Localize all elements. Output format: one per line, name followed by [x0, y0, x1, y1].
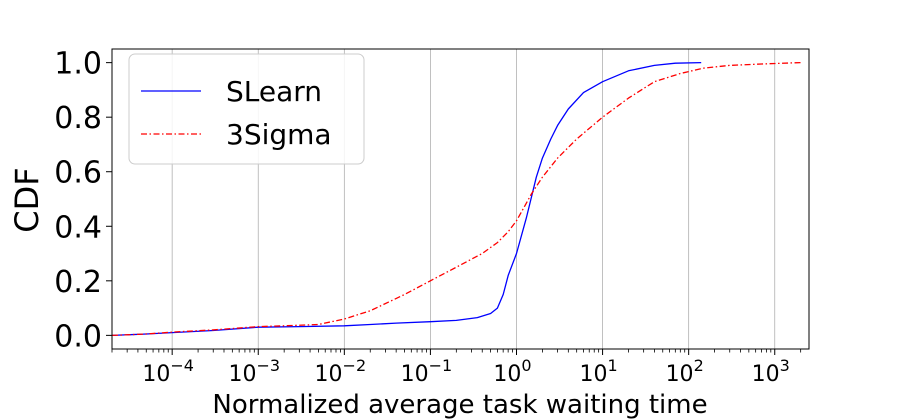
legend-label-slearn: SLearn	[226, 75, 322, 108]
y-tick-label: 0.8	[54, 101, 102, 136]
y-tick-label: 0.4	[54, 210, 102, 245]
y-tick-label: 1.0	[54, 47, 102, 82]
plot-frame	[111, 48, 810, 350]
x-axis-ticks: 10−4 10−3 10−2 10−1 100 101 102 103	[111, 349, 802, 387]
y-tick-label: 0.0	[54, 319, 102, 354]
y-axis-label: CDF	[8, 167, 46, 232]
x-tick-label: 100	[493, 356, 531, 387]
y-tick-label: 0.6	[54, 156, 102, 191]
x-tick-label: 10−1	[401, 356, 453, 387]
x-tick-label: 10−4	[142, 356, 194, 387]
x-tick-label: 10−2	[315, 356, 367, 387]
series-layer	[111, 61, 801, 337]
x-tick-label: 10−3	[228, 356, 280, 387]
y-tick-label: 0.2	[54, 265, 102, 300]
x-axis-label: Normalized average task waiting time	[212, 390, 707, 420]
y-axis-ticks: 0.0 0.2 0.4 0.6 0.8 1.0	[54, 47, 112, 354]
series-line-slearn	[111, 61, 702, 337]
x-tick-label: 102	[666, 356, 704, 387]
legend: SLearn 3Sigma	[128, 53, 365, 165]
legend-label-3sigma: 3Sigma	[226, 118, 332, 151]
x-tick-label: 103	[752, 356, 790, 387]
x-tick-label: 101	[579, 356, 617, 387]
series-line-3sigma	[111, 61, 801, 337]
legend-box	[128, 53, 365, 165]
